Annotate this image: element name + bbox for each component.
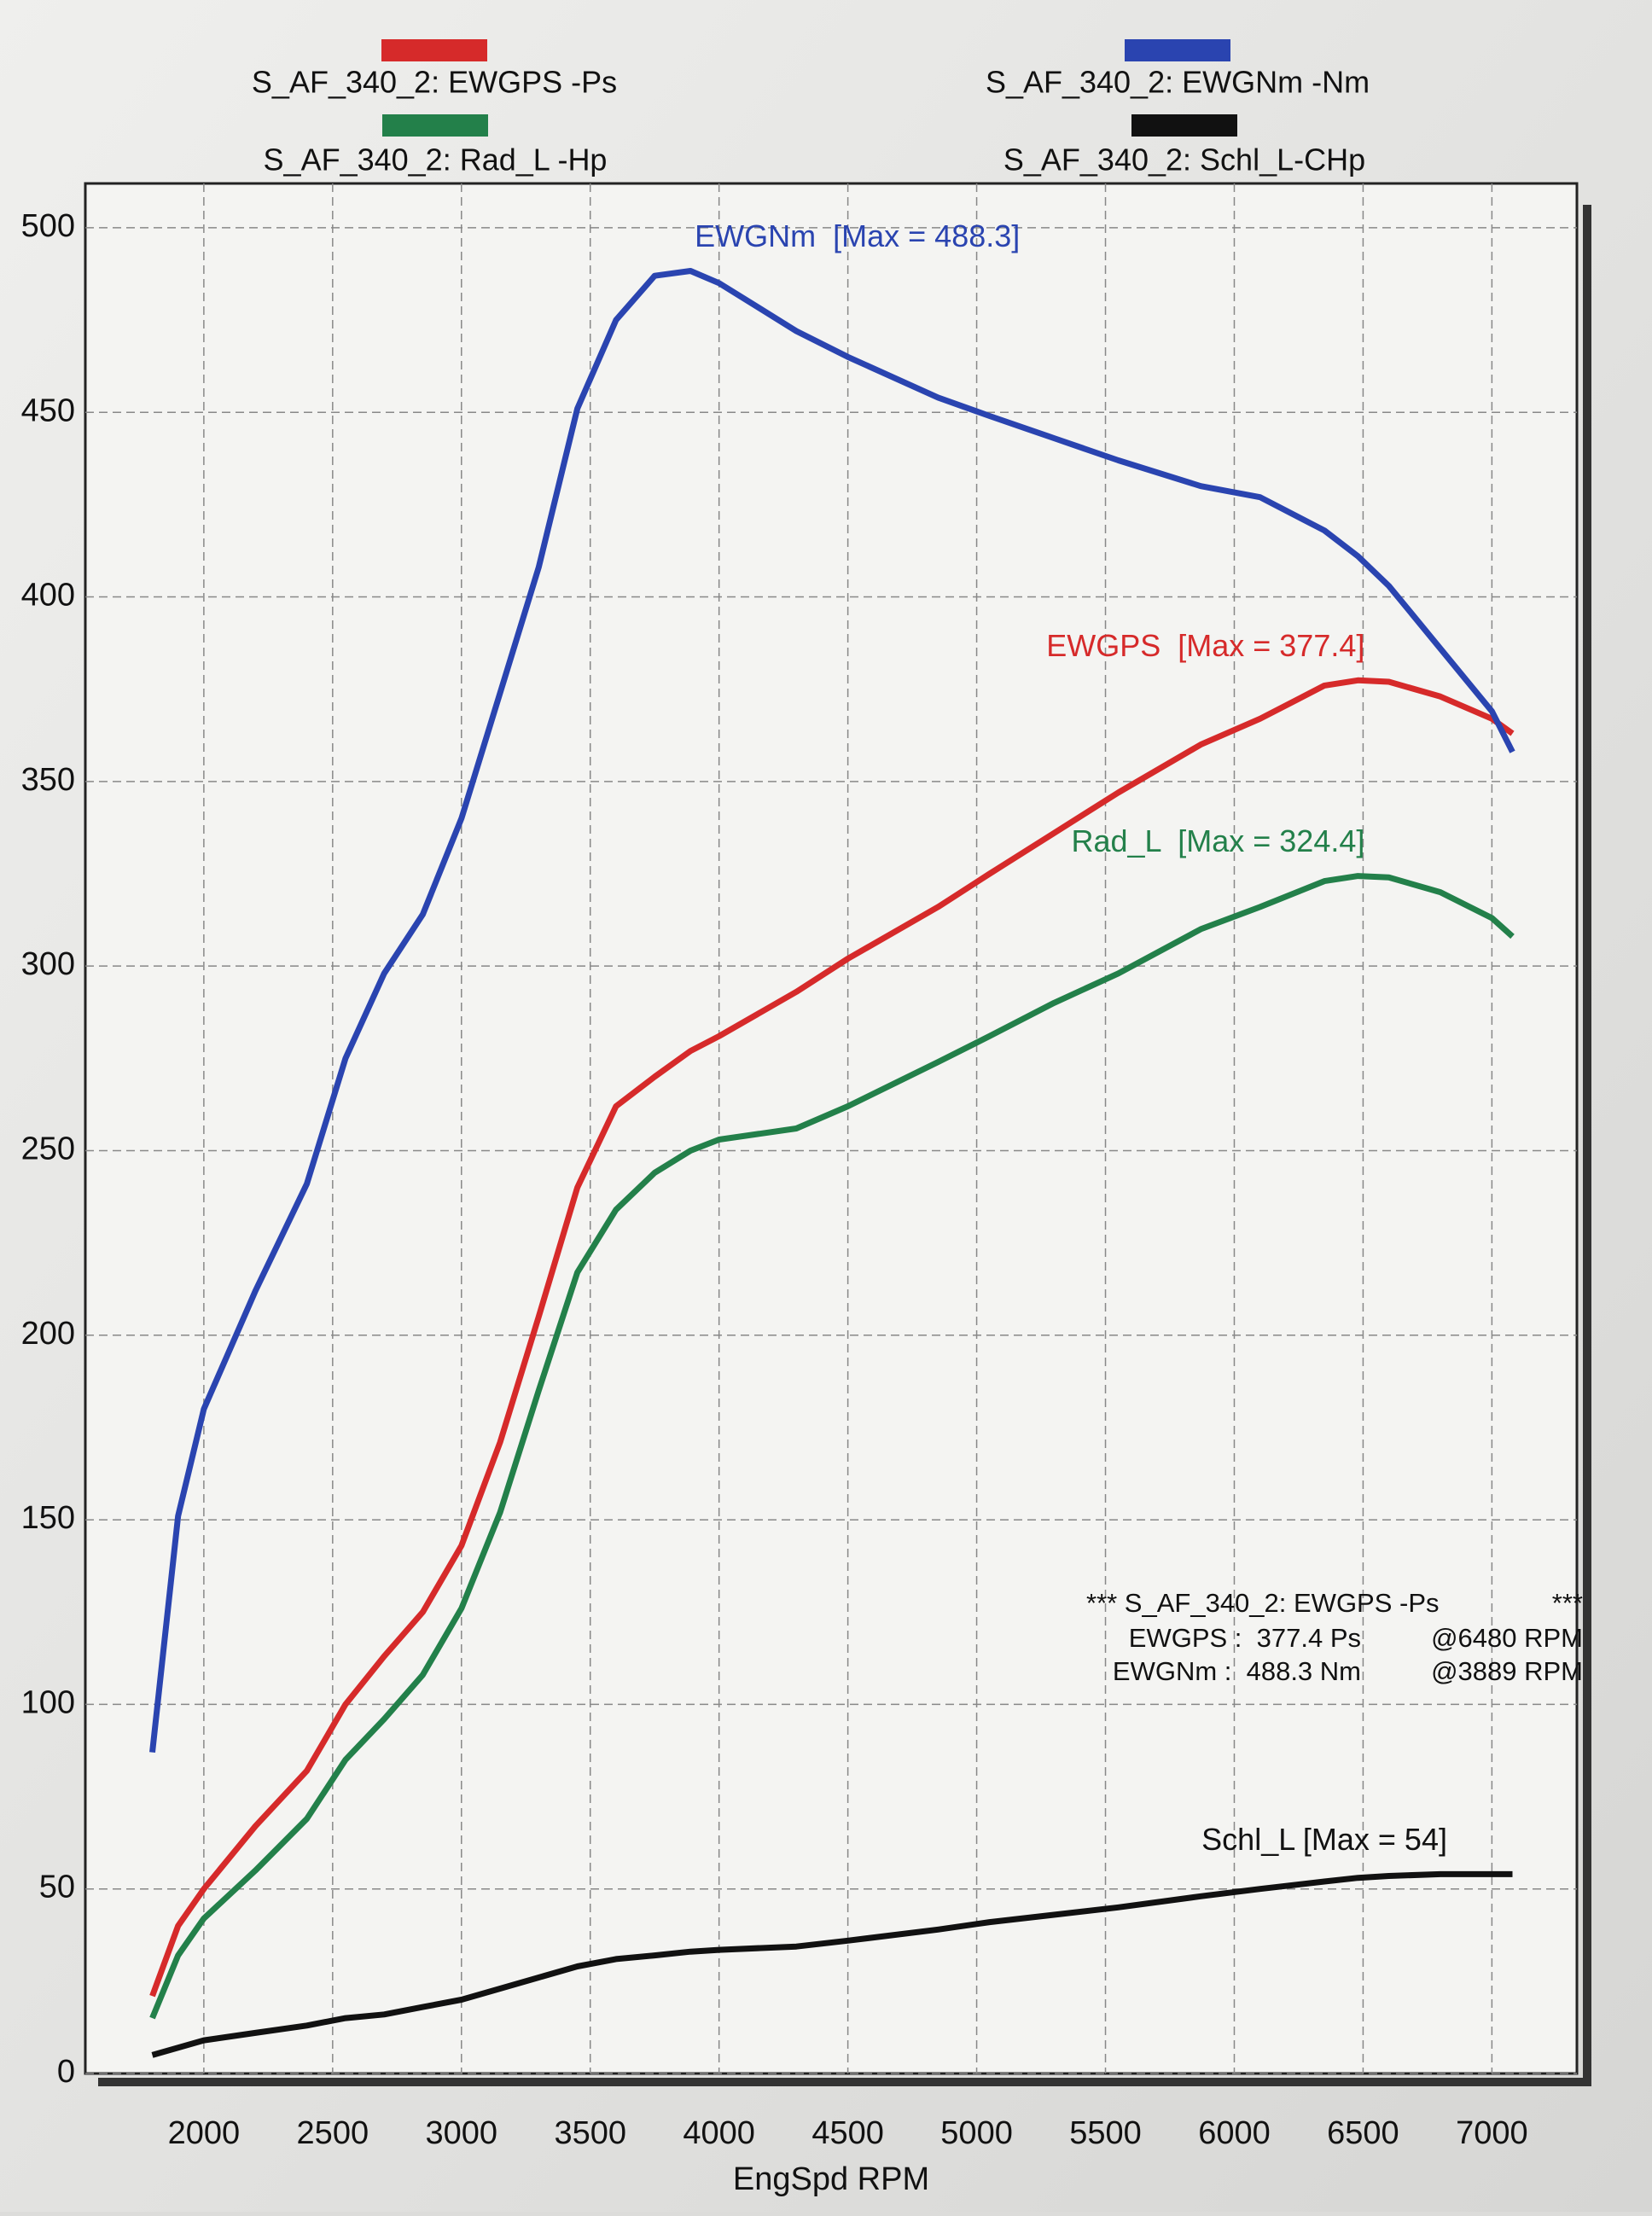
summary-header: *** bbox=[1552, 1588, 1583, 1618]
x-tick-label: 3500 bbox=[554, 2115, 626, 2151]
summary-header: *** S_AF_340_2: EWGPS -Ps bbox=[1086, 1588, 1440, 1618]
y-tick-label: 200 bbox=[21, 1316, 75, 1352]
series-line bbox=[151, 1870, 1513, 2058]
summary-value: EWGNm : 488.3 Nm bbox=[1113, 1656, 1361, 1686]
y-tick-label: 50 bbox=[39, 1870, 75, 1905]
x-tick-label: 5500 bbox=[1069, 2115, 1142, 2151]
x-tick-label: 3000 bbox=[426, 2115, 498, 2151]
y-tick-label: 0 bbox=[57, 2054, 75, 2090]
series-line bbox=[149, 677, 1515, 1998]
legend-label: S_AF_340_2: Rad_L -Hp bbox=[264, 142, 608, 177]
legend-swatch bbox=[1125, 39, 1230, 61]
x-axis-label: EngSpd RPM bbox=[733, 2161, 929, 2197]
y-tick-label: 400 bbox=[21, 578, 75, 614]
legend-swatch bbox=[382, 114, 488, 137]
series-annotation: EWGPS [Max = 377.4] bbox=[1046, 628, 1364, 663]
plot-area bbox=[84, 182, 1579, 2075]
series-annotation: Schl_L [Max = 54] bbox=[1201, 1822, 1447, 1857]
legend-swatch bbox=[1131, 114, 1237, 137]
y-tick-label: 150 bbox=[21, 1500, 75, 1536]
x-tick-label: 4000 bbox=[683, 2115, 755, 2151]
y-tick-label: 250 bbox=[21, 1131, 75, 1166]
series-line bbox=[149, 268, 1515, 1753]
series-line bbox=[149, 873, 1515, 2020]
x-tick-label: 2000 bbox=[168, 2115, 241, 2151]
y-tick-label: 100 bbox=[21, 1684, 75, 1720]
legend-label: S_AF_340_2: Schl_L-CHp bbox=[1003, 142, 1365, 177]
x-tick-label: 6500 bbox=[1327, 2115, 1399, 2151]
summary-value: EWGPS : 377.4 Ps bbox=[1129, 1623, 1361, 1653]
y-tick-label: 500 bbox=[21, 208, 75, 244]
x-tick-label: 7000 bbox=[1456, 2115, 1528, 2151]
legend-swatch bbox=[381, 39, 487, 61]
legend-label: S_AF_340_2: EWGNm -Nm bbox=[986, 65, 1370, 100]
y-tick-label: 300 bbox=[21, 946, 75, 982]
summary-rpm: @3889 RPM bbox=[1431, 1656, 1583, 1686]
series-annotation: Rad_L [Max = 324.4] bbox=[1071, 823, 1364, 858]
y-tick-label: 350 bbox=[21, 762, 75, 798]
summary-rpm: @6480 RPM bbox=[1431, 1623, 1583, 1653]
x-tick-label: 2500 bbox=[297, 2115, 369, 2151]
x-tick-label: 4500 bbox=[811, 2115, 884, 2151]
series-annotation: EWGNm [Max = 488.3] bbox=[695, 218, 1020, 253]
x-tick-label: 5000 bbox=[940, 2115, 1013, 2151]
legend-label: S_AF_340_2: EWGPS -Ps bbox=[252, 65, 617, 100]
y-tick-label: 450 bbox=[21, 393, 75, 428]
x-tick-label: 6000 bbox=[1198, 2115, 1271, 2151]
